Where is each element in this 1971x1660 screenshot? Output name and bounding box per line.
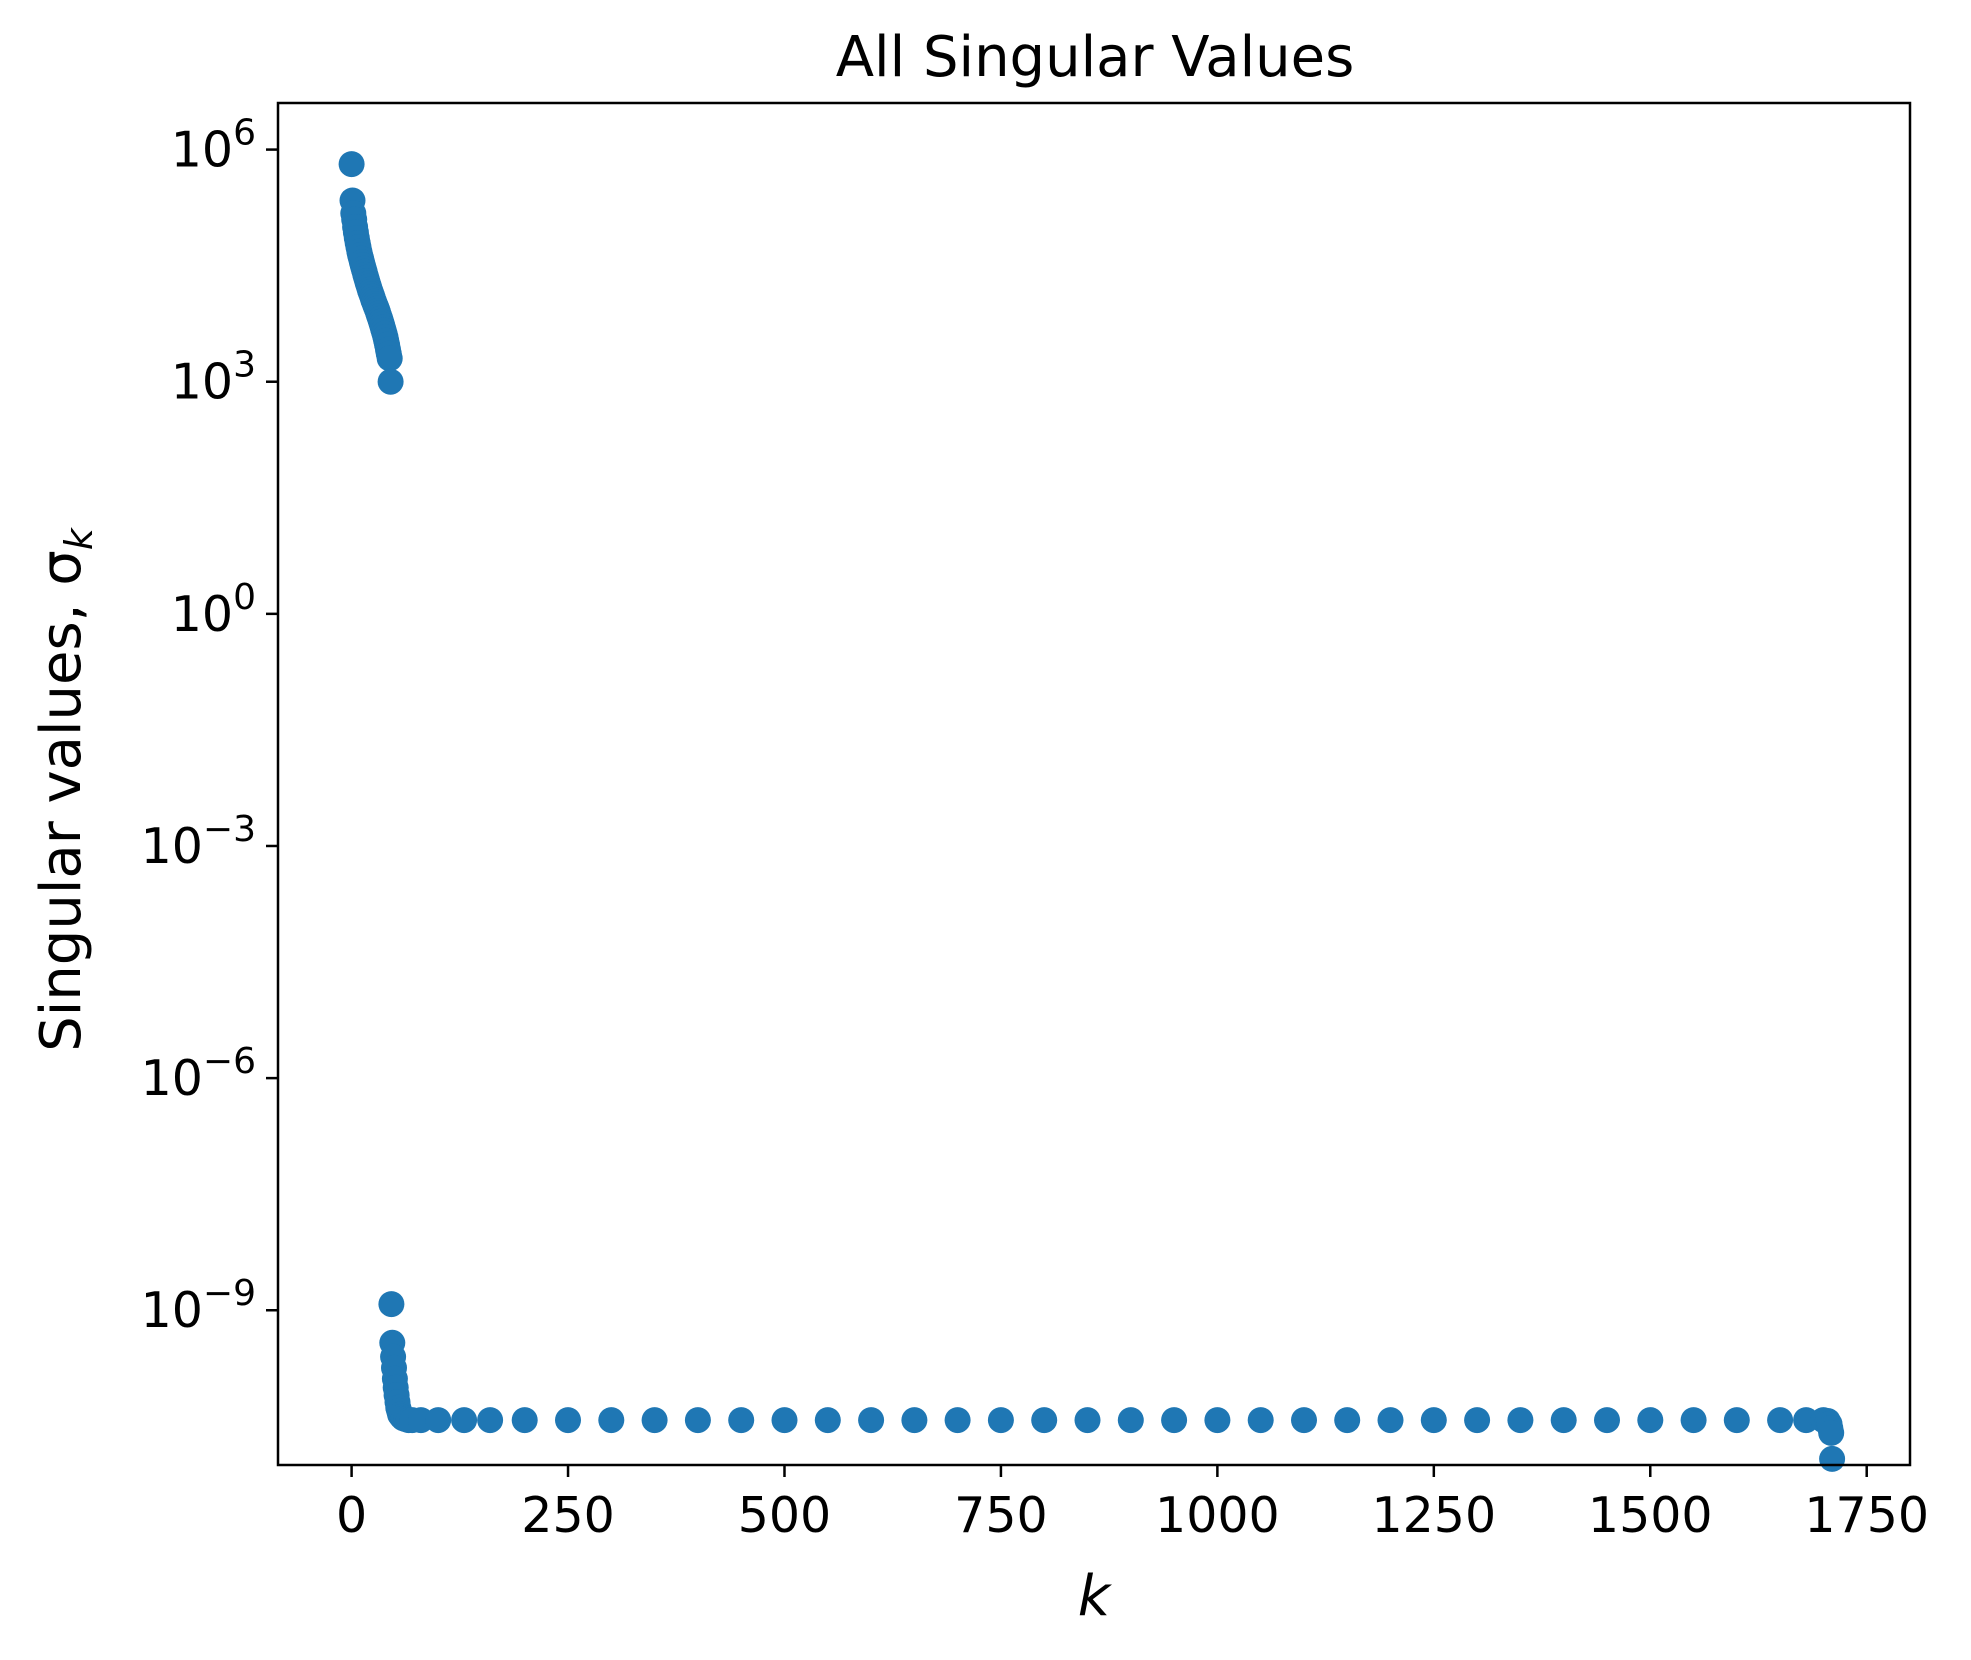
plot-frame (276, 101, 1912, 1467)
data-point (511, 1407, 538, 1434)
data-point (378, 1291, 405, 1318)
y-tick-label: 10−3 (141, 809, 256, 875)
data-point (598, 1407, 625, 1434)
data-point (1550, 1407, 1577, 1434)
y-tick-label-exponent: −3 (203, 809, 256, 850)
data-point (1420, 1407, 1447, 1434)
data-point (1767, 1407, 1794, 1434)
data-point (376, 345, 403, 372)
y-tick-label: 10−6 (141, 1041, 256, 1107)
x-tick-label: 1000 (1155, 1487, 1280, 1544)
y-tick-label: 103 (171, 345, 256, 411)
data-point (1637, 1407, 1664, 1434)
y-tick-label-base: 10 (141, 1050, 203, 1107)
x-tick-label: 0 (336, 1487, 367, 1544)
data-point (451, 1407, 478, 1434)
y-axis-label-subscript: k (57, 526, 101, 550)
y-tick-label-base: 10 (171, 354, 233, 411)
data-point (425, 1407, 452, 1434)
data-point (1464, 1407, 1491, 1434)
y-axis-label: Singular values, σk (29, 526, 101, 1052)
data-point (858, 1407, 885, 1434)
data-points (338, 151, 1846, 1472)
data-point (377, 368, 404, 395)
x-tick-label: 1250 (1371, 1487, 1496, 1544)
data-point (814, 1407, 841, 1434)
y-tick-label: 100 (171, 577, 256, 643)
y-axis-label-main: Singular values, σ (29, 550, 94, 1052)
y-tick-label: 106 (171, 113, 256, 179)
data-point (1594, 1407, 1620, 1434)
data-point (1161, 1407, 1188, 1434)
x-tick-label: 1750 (1804, 1487, 1929, 1544)
data-point (1291, 1407, 1317, 1434)
data-point (771, 1407, 798, 1434)
data-point (1507, 1407, 1534, 1434)
x-tick-label: 1500 (1588, 1487, 1713, 1544)
y-tick-label-exponent: 0 (233, 577, 256, 618)
data-point (338, 151, 365, 178)
data-point (1031, 1407, 1058, 1434)
data-point (1204, 1407, 1231, 1434)
y-tick-label-exponent: −6 (203, 1041, 256, 1082)
data-point (728, 1407, 755, 1434)
y-tick-label-exponent: 3 (233, 345, 256, 386)
x-tick-label: 750 (954, 1487, 1048, 1544)
x-tick-label: 500 (738, 1487, 832, 1544)
data-point (1334, 1407, 1361, 1434)
data-point (944, 1407, 971, 1434)
data-point (901, 1407, 928, 1434)
data-point (987, 1407, 1014, 1434)
data-point (1680, 1407, 1707, 1434)
y-tick-label-base: 10 (141, 1282, 203, 1339)
data-point (477, 1407, 504, 1434)
y-tick-label-base: 10 (171, 586, 233, 643)
data-point (1818, 1419, 1845, 1446)
data-point (555, 1407, 581, 1434)
data-point (684, 1407, 711, 1434)
y-tick-label-base: 10 (141, 818, 203, 875)
chart-title: All Singular Values (836, 25, 1355, 90)
x-axis-ticks: 0 250 500 750 1000 1250 1500 1750 (336, 1465, 1929, 1544)
data-point (1074, 1407, 1101, 1434)
y-tick-label-base: 10 (171, 122, 233, 179)
data-point (1377, 1407, 1404, 1434)
x-axis-label: k (1078, 1564, 1113, 1629)
y-tick-label: 10−9 (141, 1273, 256, 1339)
data-point (1247, 1407, 1274, 1434)
data-point (641, 1407, 668, 1434)
data-point (1117, 1407, 1144, 1434)
data-point (1723, 1407, 1750, 1434)
y-tick-label-exponent: −9 (203, 1273, 256, 1314)
data-point (1819, 1445, 1846, 1472)
x-tick-label: 250 (521, 1487, 615, 1544)
y-tick-label-exponent: 6 (233, 113, 256, 154)
